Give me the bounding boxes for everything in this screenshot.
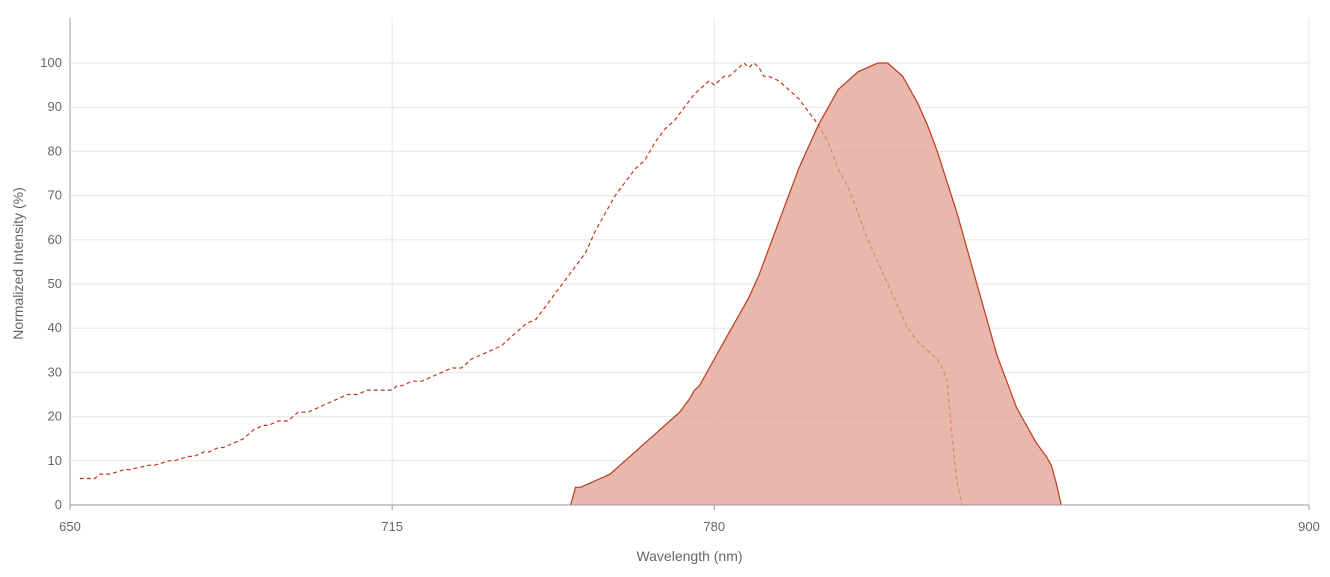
y-axis-title: Normalized Intensity (%) <box>10 187 26 340</box>
x-tick-label: 780 <box>703 519 725 534</box>
grid <box>70 18 1310 505</box>
emission-area <box>570 63 1062 505</box>
y-tick-label: 50 <box>48 276 62 291</box>
x-tick-label: 715 <box>381 519 403 534</box>
y-tick-label: 40 <box>48 320 62 335</box>
y-tick-label: 80 <box>48 143 62 158</box>
tick-labels: 0 10 20 30 40 50 60 70 80 90 100 650 715 780 900 <box>40 55 1320 534</box>
y-tick-label: 90 <box>48 99 62 114</box>
y-tick-label: 100 <box>40 55 62 70</box>
x-axis-title: Wavelength (nm) <box>636 548 742 564</box>
y-tick-label: 10 <box>48 453 62 468</box>
y-tick-label: 60 <box>48 232 62 247</box>
y-tick-label: 70 <box>48 188 62 203</box>
x-tick-label: 900 <box>1298 519 1320 534</box>
y-tick-label: 0 <box>55 497 62 512</box>
series-layer <box>79 62 1062 506</box>
y-tick-label: 20 <box>48 409 62 424</box>
y-tick-label: 30 <box>48 364 62 379</box>
emission-line <box>570 62 1062 506</box>
x-tick-label: 650 <box>59 519 81 534</box>
axes <box>69 18 1310 510</box>
